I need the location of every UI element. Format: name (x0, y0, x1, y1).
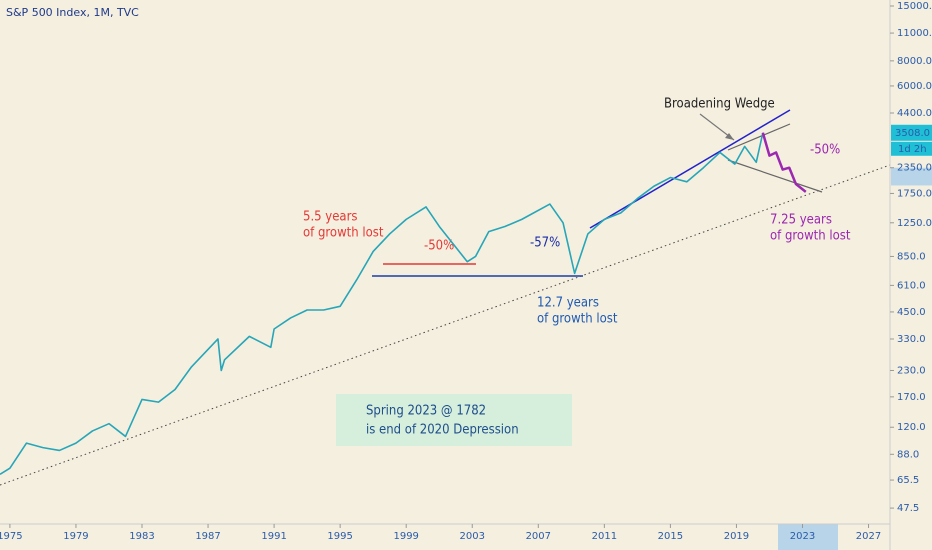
y-tick-label: 2350.0 (897, 163, 932, 174)
wedge-lower (727, 159, 823, 193)
y-tick-label: 120.0 (897, 422, 926, 433)
y-tick-label: 610.0 (897, 280, 926, 291)
y-tick-label: 850.0 (897, 251, 926, 262)
wedge-upper (727, 123, 791, 151)
x-tick-label: 2019 (724, 531, 749, 542)
x-tick-label: 2011 (592, 531, 617, 542)
x-tick-label: 1991 (261, 531, 286, 542)
price-axis (890, 0, 932, 550)
y-tick-label: 15000.0 (897, 1, 932, 12)
annotation: 5.5 years (303, 210, 358, 225)
annotation: 12.7 years (537, 296, 599, 311)
countdown-label: 1d 2h (898, 144, 927, 155)
x-tick-label: 2003 (460, 531, 485, 542)
annotation: 7.25 years (770, 213, 832, 228)
x-tick-label: 2027 (856, 531, 881, 542)
y-tick-label: 450.0 (897, 307, 926, 318)
annotation: of growth lost (537, 312, 618, 327)
y-tick-label: 170.0 (897, 392, 926, 403)
y-tick-label: 1750.0 (897, 188, 932, 199)
annotation: -57% (530, 236, 560, 251)
note-box (336, 394, 572, 446)
y-tick-label: 4400.0 (897, 108, 932, 119)
y-tick-label: 230.0 (897, 365, 926, 376)
price-highlight (891, 167, 932, 186)
x-tick-label: 2007 (526, 531, 551, 542)
upper-trend (589, 109, 791, 229)
y-tick-label: 8000.0 (897, 56, 932, 67)
y-tick-label: 11000.0 (897, 28, 932, 39)
annotation: -50% (424, 239, 454, 254)
annotation: Broadening Wedge (664, 97, 775, 112)
x-tick-label: 1983 (129, 531, 154, 542)
annotation: -50% (810, 143, 840, 158)
annotation: is end of 2020 Depression (366, 423, 519, 438)
support-line (0, 164, 891, 486)
chart-title: S&P 500 Index, 1M, TVC (6, 6, 139, 19)
last-price-box (891, 124, 932, 141)
plot-area (0, 109, 891, 550)
x-tick-label: 1999 (393, 531, 418, 542)
annotation: Spring 2023 @ 1782 (366, 404, 486, 419)
annotation: of growth lost (303, 226, 384, 241)
y-tick-label: 330.0 (897, 334, 926, 345)
y-tick-label: 6000.0 (897, 81, 932, 92)
y-tick-label: 47.5 (897, 503, 919, 514)
y-tick-label: 65.5 (897, 475, 919, 486)
x-tick-label: 1987 (195, 531, 220, 542)
last-price-label: 3508.0 (895, 128, 930, 139)
x-tick-label: 2015 (658, 531, 683, 542)
y-tick-label: 88.0 (897, 449, 919, 460)
price-line (0, 132, 764, 475)
annotation: of growth lost (770, 229, 851, 244)
time-highlight (778, 524, 838, 550)
x-tick-label: 1979 (63, 531, 88, 542)
y-tick-label: 1250.0 (897, 218, 932, 229)
x-tick-label: 1995 (327, 531, 352, 542)
x-tick-label: 2023 (790, 531, 815, 542)
x-tick-label: 1975 (0, 531, 23, 542)
wedge-arrowhead (725, 133, 734, 140)
countdown-box (891, 141, 932, 156)
price-line (761, 132, 807, 193)
